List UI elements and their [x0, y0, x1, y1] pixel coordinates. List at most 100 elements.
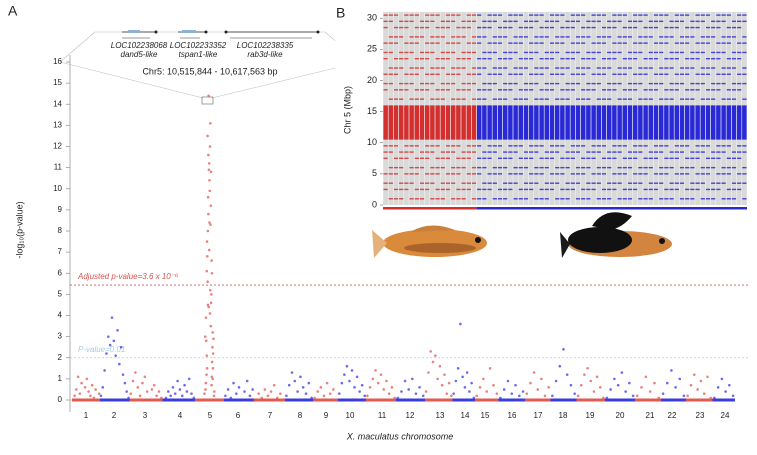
genotype-marker: [633, 89, 638, 91]
genotype-marker: [648, 188, 653, 191]
genotype-marker: [497, 14, 503, 16]
genotype-marker: [393, 26, 399, 29]
genotype-marker: [612, 182, 617, 184]
genotype-marker: [430, 14, 435, 16]
genotype-marker: [393, 166, 399, 169]
snp-point: [208, 288, 212, 292]
genotype-marker: [643, 173, 648, 175]
snp-point: [192, 396, 196, 400]
genotype-marker: [690, 20, 695, 23]
genotype-marker: [581, 42, 586, 44]
snp-point: [547, 386, 550, 389]
genotype-marker: [555, 182, 560, 184]
genotype-marker: [399, 166, 404, 169]
genotype-marker: [581, 157, 586, 160]
genotype-marker: [404, 51, 409, 54]
genotype-marker: [565, 67, 570, 69]
genotype-marker: [409, 145, 414, 147]
genotype-marker: [648, 89, 653, 91]
genotype-marker: [513, 36, 518, 38]
genotype-marker: [425, 82, 430, 85]
genotype-marker: [586, 26, 591, 29]
genotype-marker: [705, 157, 711, 160]
manhattan-plot: -log₁₀(p-value) X. maculatus chromosome …: [14, 30, 750, 441]
genotype-marker: [664, 173, 669, 175]
fish-wild: [372, 225, 487, 258]
snp-point: [234, 392, 238, 395]
genotype-marker: [705, 98, 711, 100]
x-tick-label: 1: [84, 411, 89, 420]
genotype-marker: [612, 73, 617, 75]
genotype-marker: [700, 20, 705, 23]
genotype-marker: [497, 67, 503, 69]
genotype-marker: [627, 82, 633, 85]
genotype-marker: [664, 188, 669, 191]
snp-point: [141, 381, 144, 385]
genotype-marker: [529, 89, 534, 91]
genotype-marker: [555, 166, 560, 169]
genotype-block: [695, 105, 700, 140]
snp-point: [529, 381, 532, 385]
genotype-marker: [731, 36, 737, 38]
genotype-marker: [705, 42, 711, 44]
y-tick-label: 2: [58, 353, 63, 362]
x-tick-label: 6: [236, 411, 241, 420]
genotype-marker: [445, 188, 451, 191]
genotype-marker: [570, 57, 575, 60]
genotype-marker: [518, 166, 523, 169]
snp-point: [624, 390, 627, 393]
genotype-marker: [690, 188, 695, 191]
genotype-marker: [461, 198, 466, 200]
genotype-marker: [570, 82, 575, 85]
genotype-marker: [419, 67, 425, 69]
genotype-marker: [659, 198, 664, 200]
genotype-marker: [471, 51, 477, 54]
genotype-marker: [648, 57, 653, 60]
genotype-marker: [591, 145, 596, 147]
y-axis-label: -log₁₀(p-value): [14, 201, 24, 258]
snp-point: [254, 398, 257, 402]
genotype-marker: [586, 51, 591, 54]
genotype-marker: [575, 51, 581, 54]
genotype-marker: [466, 51, 471, 54]
genotype-marker: [607, 166, 612, 169]
genotype-marker: [659, 73, 664, 75]
genotype-marker: [565, 198, 570, 200]
genotype-marker: [653, 173, 659, 175]
y-tick-label: 14: [53, 99, 62, 108]
genotype-marker: [705, 57, 711, 60]
snp-point: [468, 390, 471, 393]
snp-point: [340, 381, 344, 385]
y-tick-label: 10: [367, 137, 377, 147]
genotype-marker: [737, 51, 742, 54]
snp-point: [332, 388, 335, 391]
genotype-marker: [404, 73, 409, 75]
genotype-marker: [487, 73, 492, 75]
genotype-marker: [581, 89, 586, 91]
genotype-block: [664, 105, 669, 140]
genotype-marker: [705, 198, 711, 200]
snp-point: [279, 392, 282, 395]
genotype-marker: [591, 188, 596, 191]
genotype-marker: [664, 198, 669, 200]
genotype-marker: [653, 73, 659, 75]
genotype-marker: [705, 166, 711, 169]
genotype-marker: [534, 173, 539, 175]
genotype-marker: [700, 98, 705, 100]
genotype-marker: [456, 89, 461, 91]
genotype-marker: [607, 198, 612, 200]
genotype-marker: [518, 188, 523, 191]
genotype-marker: [581, 73, 586, 75]
snp-point: [180, 394, 184, 398]
genotype-marker: [529, 73, 534, 75]
y-tick-label: 13: [53, 120, 62, 129]
genotype-marker: [695, 89, 700, 91]
genotype-marker: [523, 182, 529, 184]
zoom-line: [59, 61, 204, 99]
genotype-marker: [716, 20, 721, 23]
genotype-marker: [471, 14, 477, 16]
genotype-marker: [659, 51, 664, 54]
genotype-marker: [471, 151, 477, 153]
genotype-marker: [549, 51, 555, 54]
genotype-marker: [440, 36, 445, 38]
